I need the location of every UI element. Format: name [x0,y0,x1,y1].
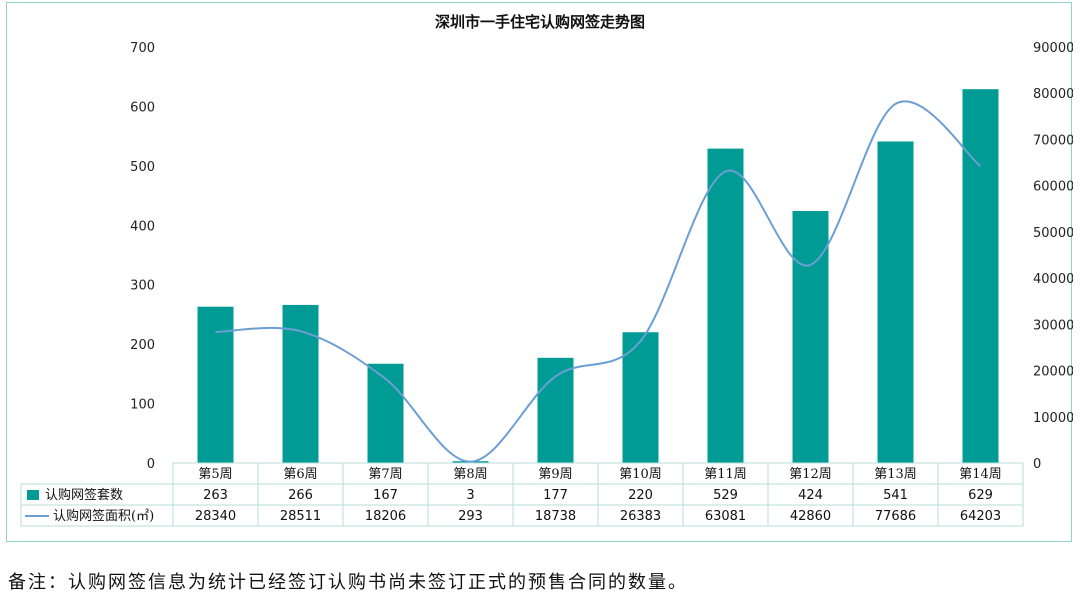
table-cell-area: 18206 [365,509,406,524]
line-path [215,100,982,463]
table-header-cell: 第7周 [368,467,402,482]
right-tick-label: 0 [1033,457,1041,472]
bar-series [197,89,999,464]
table-cell-area: 18738 [535,509,576,524]
right-tick-label: 40000 [1033,272,1073,287]
table-cell-count: 177 [543,488,568,503]
table-cell-area: 63081 [705,509,746,524]
bar [197,306,234,463]
left-axis-ticks: 0 100 200 300 400 500 600 700 [130,41,155,472]
table-header-cell: 第12周 [789,467,832,482]
right-axis-ticks: 0 10000 20000 30000 40000 50000 60000 70000 8000… [1033,41,1073,472]
left-tick-label: 400 [130,219,155,234]
table-header-cell: 第14周 [959,467,1002,482]
table-cell-count: 529 [713,488,738,503]
table-cell-count: 266 [288,488,313,503]
table-cell-area: 293 [458,509,483,524]
table-header-cell: 第9周 [538,467,572,482]
table-cell-count: 167 [373,488,398,503]
left-tick-label: 0 [147,457,155,472]
table-cell-area: 26383 [620,509,661,524]
right-tick-label: 90000 [1033,41,1073,56]
right-tick-label: 60000 [1033,180,1073,195]
table-header-cell: 第6周 [283,467,317,482]
chart-frame: 深圳市一手住宅认购网签走势图 0 100 200 300 400 500 600 700 0 1… [6,2,1073,542]
table-header-cell: 第10周 [619,467,662,482]
right-tick-label: 70000 [1033,133,1073,148]
table-cell-count: 220 [628,488,653,503]
table-cell-count: 629 [968,488,993,503]
table-cell-area: 64203 [960,509,1001,524]
table-header-cell: 第5周 [198,467,232,482]
table-header-cell: 第13周 [874,467,917,482]
bar [622,332,659,463]
table-cell-count: 541 [883,488,908,503]
table-cell-area: 28511 [280,509,321,524]
table-cell-count: 424 [798,488,823,503]
right-tick-label: 80000 [1033,87,1073,102]
chart-title: 深圳市一手住宅认购网签走势图 [435,13,645,31]
left-tick-label: 500 [130,160,155,175]
right-tick-label: 20000 [1033,365,1073,380]
footnote: 备注：认购网签信息为统计已经签订认购书尚未签订正式的预售合同的数量。 [8,572,688,593]
table-cell-area: 42860 [790,509,831,524]
table-cell-count: 3 [466,488,474,503]
right-tick-label: 50000 [1033,226,1073,241]
legend-bar-label: 认购网签套数 [45,487,123,503]
right-tick-label: 30000 [1033,318,1073,333]
chart-svg: 深圳市一手住宅认购网签走势图 0 100 200 300 400 500 600 700 0 1… [20,13,1073,527]
bar [877,141,914,463]
bar [537,357,574,463]
table-header-cell: 第8周 [453,467,487,482]
left-tick-label: 100 [130,398,155,413]
left-tick-label: 300 [130,279,155,294]
bar [367,363,404,463]
right-tick-label: 10000 [1033,411,1073,426]
left-tick-label: 700 [130,41,155,56]
table-cell-area: 77686 [875,509,916,524]
bar [707,148,744,463]
table-cell-count: 263 [203,488,228,503]
table-cell-area: 28340 [195,509,236,524]
legend-bar-swatch [27,490,39,500]
table-header-cell: 第11周 [704,467,747,482]
bar [962,89,999,464]
left-tick-label: 200 [130,338,155,353]
legend-line-label: 认购网签面积(㎡) [53,508,154,524]
left-tick-label: 600 [130,100,155,115]
line-series [215,100,982,463]
data-table: 第5周 第6周 第7周 第8周 第9周 第10周 第11周 第12周 第13周 第14周认购网签套… [20,462,1024,527]
bar [792,211,829,463]
